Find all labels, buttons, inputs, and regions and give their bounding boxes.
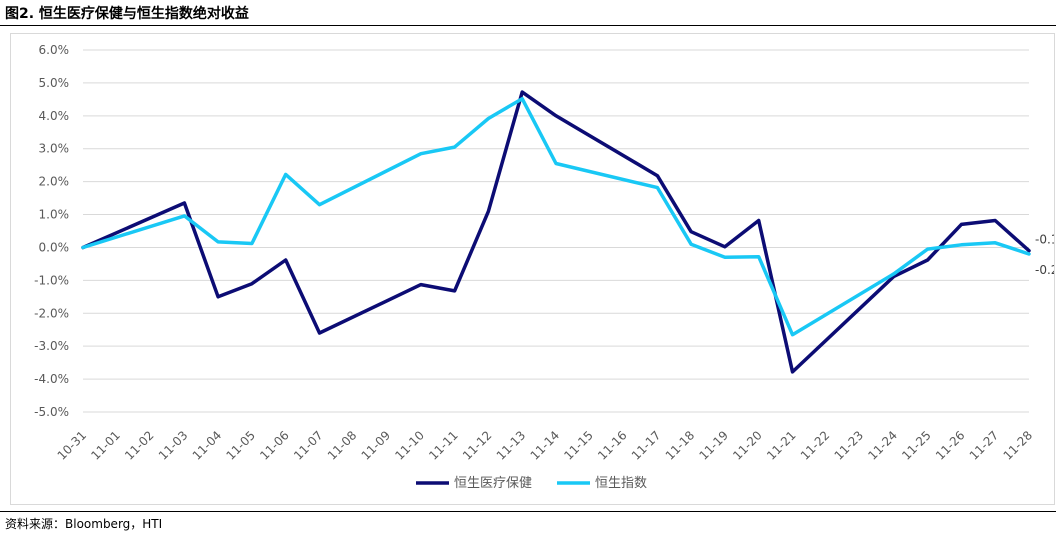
x-tick-label: 10-31: [55, 428, 90, 463]
x-tick-label: 11-27: [967, 428, 1002, 463]
y-tick-label: 4.0%: [39, 109, 70, 123]
gridlines: [83, 49, 1029, 413]
end-labels: -0.1% -0.2%: [1035, 233, 1054, 277]
y-tick-label: 0.0%: [39, 240, 70, 254]
x-tick-label: 11-03: [156, 428, 191, 463]
x-tick-label: 11-19: [696, 428, 731, 463]
x-tick-label: 11-20: [730, 428, 765, 463]
series-line-0: [81, 90, 1031, 374]
y-tick-label: 6.0%: [39, 43, 70, 57]
y-tick-label: -4.0%: [34, 372, 69, 386]
series-line-1: [81, 96, 1031, 337]
end-label-0: -0.1%: [1035, 233, 1054, 247]
source-note: 资料来源：Bloomberg，HTI: [5, 517, 163, 531]
x-tick-label: 11-26: [933, 428, 968, 463]
legend-label-0: 恒生医疗保健: [454, 476, 532, 491]
y-tick-label: 2.0%: [39, 175, 70, 189]
legend: 恒生医疗保健 恒生指数: [416, 476, 647, 491]
x-tick-label: 11-24: [865, 428, 900, 463]
x-tick-label: 11-09: [359, 428, 394, 463]
y-tick-label: -3.0%: [34, 339, 69, 353]
x-tick-label: 11-08: [325, 428, 360, 463]
x-tick-label: 11-28: [1001, 428, 1036, 463]
y-tick-label: -2.0%: [34, 306, 69, 320]
x-tick-label: 11-23: [832, 428, 867, 463]
x-tick-label: 11-16: [595, 428, 630, 463]
x-tick-label: 11-10: [392, 428, 427, 463]
y-tick-label: -5.0%: [34, 405, 69, 419]
x-tick-label: 11-21: [764, 428, 799, 463]
end-label-1: -0.2%: [1035, 263, 1054, 277]
x-tick-label: 11-13: [494, 428, 529, 463]
x-tick-label: 11-05: [223, 428, 258, 463]
y-tick-label: 1.0%: [39, 208, 70, 222]
legend-label-1: 恒生指数: [595, 476, 647, 491]
x-tick-label: 11-07: [291, 428, 326, 463]
x-axis-tick-labels: 10-31 11-01 11-02 11-03 11-04 11-05 11-06 11-07…: [55, 428, 1036, 463]
x-tick-label: 11-14: [528, 428, 563, 463]
x-tick-label: 11-18: [663, 428, 698, 463]
figure-title: 图2. 恒生医疗保健与恒生指数绝对收益: [5, 6, 249, 22]
x-tick-label: 11-02: [122, 428, 157, 463]
x-tick-label: 11-11: [426, 428, 461, 463]
x-tick-label: 11-15: [561, 428, 596, 463]
footer-divider: [0, 511, 1056, 512]
x-tick-label: 11-04: [190, 428, 225, 463]
x-tick-label: 11-22: [798, 428, 833, 463]
x-tick-label: 11-06: [257, 428, 292, 463]
line-chart: 6.0% 5.0% 4.0% 3.0% 2.0% 1.0% 0.0% -1.0% -2.0% -3…: [34, 43, 1054, 491]
series-lines: [81, 90, 1031, 374]
y-tick-label: 5.0%: [39, 76, 70, 90]
y-tick-label: 3.0%: [39, 142, 70, 156]
y-tick-label: -1.0%: [34, 273, 69, 287]
chart-area: 6.0% 5.0% 4.0% 3.0% 2.0% 1.0% 0.0% -1.0% -2.0% -3…: [10, 33, 1055, 505]
x-tick-label: 11-25: [899, 428, 934, 463]
x-tick-label: 11-17: [629, 428, 664, 463]
title-divider: [0, 25, 1056, 26]
x-tick-label: 11-01: [88, 428, 123, 463]
y-axis-tick-labels: 6.0% 5.0% 4.0% 3.0% 2.0% 1.0% 0.0% -1.0% -2.0% -3…: [34, 43, 69, 419]
x-tick-label: 11-12: [460, 428, 495, 463]
